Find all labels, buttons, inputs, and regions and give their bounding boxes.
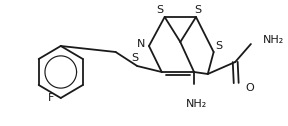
Text: S: S — [215, 41, 222, 51]
Text: NH₂: NH₂ — [263, 35, 284, 45]
Text: S: S — [132, 53, 139, 63]
Text: S: S — [156, 5, 163, 15]
Text: N: N — [137, 39, 145, 49]
Text: S: S — [194, 5, 202, 15]
Text: NH₂: NH₂ — [186, 99, 208, 109]
Text: O: O — [245, 83, 254, 93]
Text: F: F — [48, 93, 54, 103]
